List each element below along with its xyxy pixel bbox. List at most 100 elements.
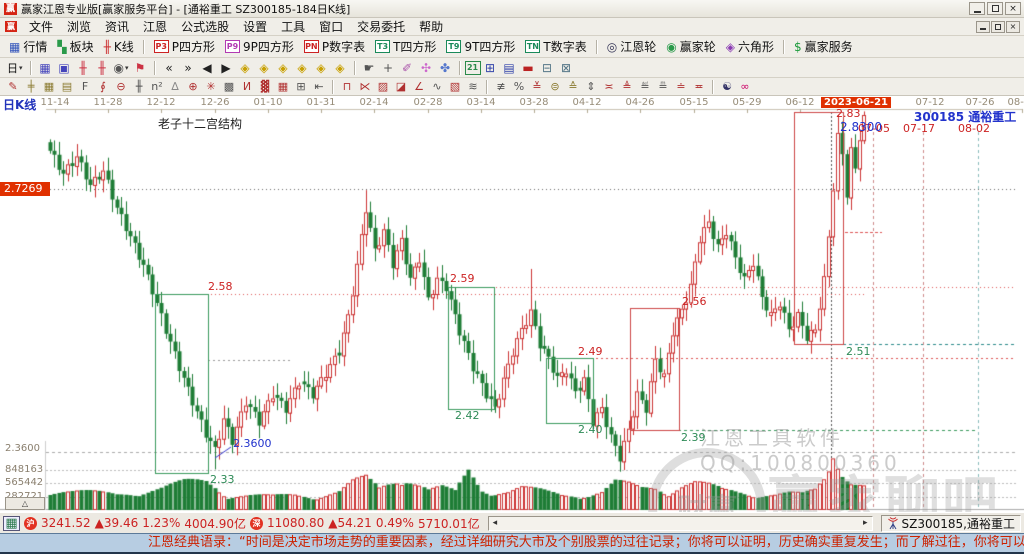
p-square-button[interactable]: P3 P四方形	[149, 37, 220, 57]
9t-square-button[interactable]: T9 9T四方形	[441, 37, 520, 57]
next-bar-icon[interactable]: ▶	[221, 60, 231, 75]
levels-tool-icon[interactable]: ≢	[496, 80, 506, 93]
gann-tools-icon[interactable]: ✣	[420, 60, 432, 75]
scroll-right-arrow[interactable]: ▸	[863, 518, 868, 528]
export-icon[interactable]: ⊠	[560, 60, 572, 75]
diamond-tool-3-icon[interactable]: ◈	[278, 60, 288, 75]
diamond-tool-5-icon[interactable]: ◈	[316, 60, 326, 75]
dot-line-tool-icon[interactable]: ≐	[676, 80, 686, 93]
hatch-left-tool-icon[interactable]: ▨	[377, 80, 389, 93]
winner-wheel-button[interactable]: ◉ 赢家轮	[661, 37, 721, 57]
circle-cross-tool-icon[interactable]: ⊕	[188, 80, 198, 93]
sector-button[interactable]: ▚ 板块	[52, 37, 98, 57]
quote-grid-icon[interactable]: ▦	[3, 515, 20, 531]
kline-red-icon[interactable]: ╫	[79, 60, 87, 75]
spiral-tool-icon[interactable]: ∮	[100, 80, 106, 93]
horizontal-scrollbar[interactable]: ◂ ▸	[487, 515, 873, 531]
gann-line-tool-icon[interactable]: ╪	[27, 80, 35, 93]
half-box-tool-icon[interactable]: ◪	[395, 80, 407, 93]
gann-wheel-button[interactable]: ◎ 江恩轮	[602, 37, 662, 57]
balance-tool-icon[interactable]: ⊜	[550, 80, 560, 93]
mdi-minimize-button[interactable]	[976, 20, 990, 33]
close-button[interactable]: ×	[1005, 2, 1021, 15]
shade-box-tool-icon[interactable]: ▩	[223, 80, 235, 93]
pencil-tool-icon[interactable]: ✎	[8, 80, 18, 93]
zigzag-tool-icon[interactable]: И	[242, 80, 252, 93]
gann-grid-tool-icon[interactable]: ▦	[43, 80, 55, 93]
yinyang-icon[interactable]: ☯	[722, 80, 732, 93]
diag-grid-tool-icon[interactable]: ▧	[449, 80, 461, 93]
mdi-restore-button[interactable]	[991, 20, 1005, 33]
mdi-close-button[interactable]: ×	[1006, 20, 1020, 33]
menu-item-0[interactable]: 文件	[29, 20, 54, 34]
kline-canvas[interactable]	[0, 96, 1024, 512]
hand-tool-icon[interactable]: ☛	[363, 60, 375, 75]
fib-tool-icon[interactable]: F	[81, 80, 89, 93]
current-stock-panel[interactable]: SZ300185,通裕重工	[880, 514, 1021, 532]
p-digit-button[interactable]: PN P数字表	[299, 37, 370, 57]
infinity-icon[interactable]: ∞	[740, 80, 750, 93]
waves-tool-icon[interactable]: ≋	[468, 80, 478, 93]
minimize-button[interactable]	[969, 2, 985, 15]
square-of-nine-tool-icon[interactable]: n²	[151, 80, 163, 93]
calculator-icon[interactable]: ⊞	[484, 60, 496, 75]
menu-item-9[interactable]: 帮助	[419, 20, 444, 34]
prev-bar-icon[interactable]: ◀	[202, 60, 212, 75]
percent-tool-icon[interactable]: %	[513, 80, 525, 93]
menu-item-7[interactable]: 窗口	[319, 20, 344, 34]
hatch-tool-icon[interactable]: ▓	[260, 80, 270, 93]
layout-grid-icon[interactable]: ▦	[39, 60, 51, 75]
first-bar-icon[interactable]: «	[165, 60, 173, 75]
flag-icon[interactable]: ⚑	[134, 60, 146, 75]
matrix-tool-icon[interactable]: ▦	[277, 80, 289, 93]
draw-pen-icon[interactable]: ✐	[401, 60, 413, 75]
info-panel-icon[interactable]: ▣	[58, 60, 70, 75]
triangle-tool-icon[interactable]: ∆	[171, 80, 179, 93]
compare-tool-icon[interactable]: ≍	[604, 80, 614, 93]
m-tool-icon[interactable]: ≞	[658, 80, 668, 93]
notes-icon[interactable]: ▤	[503, 60, 515, 75]
diamond-tool-1-icon[interactable]: ◈	[240, 60, 250, 75]
measure-tool-icon[interactable]: ⇤	[314, 80, 324, 93]
menu-item-4[interactable]: 公式选股	[181, 20, 230, 34]
price-grid-tool-icon[interactable]: ▤	[61, 80, 73, 93]
angle-tools-icon[interactable]: ✤	[439, 60, 451, 75]
last-bar-icon[interactable]: »	[184, 60, 192, 75]
9p-square-button[interactable]: P9 9P四方形	[220, 37, 299, 57]
menu-item-1[interactable]: 浏览	[67, 20, 92, 34]
pane-expander-button[interactable]: △	[5, 497, 45, 510]
market-button[interactable]: ▦ 行情	[4, 37, 52, 57]
diamond-tool-2-icon[interactable]: ◈	[259, 60, 269, 75]
box-top-tool-icon[interactable]: ⊓	[342, 80, 352, 93]
window-grid-tool-icon[interactable]: ⊞	[296, 80, 306, 93]
equal-range-tool-icon[interactable]: ≙	[568, 80, 578, 93]
t-digit-button[interactable]: TN T数字表	[520, 37, 591, 57]
maximize-button[interactable]	[987, 2, 1003, 15]
kline-red2-icon[interactable]: ╫	[98, 60, 106, 75]
diamond-tool-4-icon[interactable]: ◈	[297, 60, 307, 75]
menu-item-3[interactable]: 江恩	[143, 20, 168, 34]
delta-tool-icon[interactable]: ≜	[622, 80, 632, 93]
period-day-button[interactable]: 日 ▾	[7, 61, 23, 75]
menu-item-6[interactable]: 工具	[281, 20, 306, 34]
save-icon[interactable]: ▬	[522, 60, 534, 75]
hexagon-button[interactable]: ◈ 六角形	[721, 37, 779, 57]
circle-arc-tool-icon[interactable]: ⊖	[116, 80, 126, 93]
ring-tool-icon[interactable]: ≖	[694, 80, 704, 93]
scroll-left-arrow[interactable]: ◂	[492, 518, 498, 528]
menu-item-8[interactable]: 交易委托	[357, 20, 406, 34]
wave-tool-icon[interactable]: ∿	[432, 80, 442, 93]
t-square-button[interactable]: T3 T四方形	[370, 37, 441, 57]
refresh-data-icon[interactable]: ⊟	[541, 60, 553, 75]
def-tool-icon[interactable]: ≝	[640, 80, 650, 93]
kline-button[interactable]: ╫ K线	[99, 37, 139, 57]
menu-item-5[interactable]: 设置	[243, 20, 268, 34]
diamond-tool-6-icon[interactable]: ◈	[335, 60, 345, 75]
star-tool-icon[interactable]: ✳	[206, 80, 216, 93]
crosshair-tool-icon[interactable]: +	[382, 60, 394, 75]
angle-measure-tool-icon[interactable]: ∠	[414, 80, 424, 93]
fan-left-tool-icon[interactable]: ⋉	[359, 80, 371, 93]
grid-lines-tool-icon[interactable]: ╫	[135, 80, 143, 93]
updown-tool-icon[interactable]: ⇕	[586, 80, 596, 93]
menu-item-2[interactable]: 资讯	[105, 20, 130, 34]
